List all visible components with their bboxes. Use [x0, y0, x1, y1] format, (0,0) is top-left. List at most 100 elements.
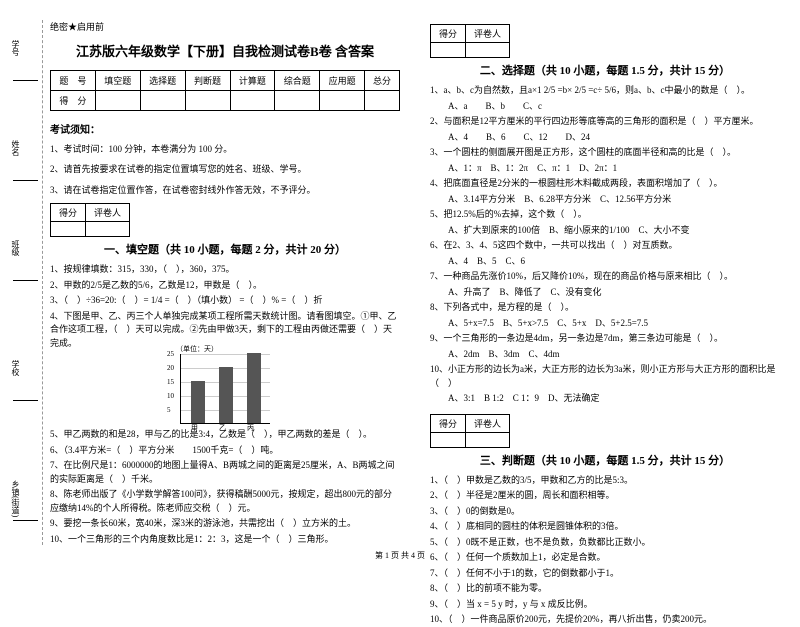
td[interactable] — [86, 222, 130, 237]
right-column: 得分评卷人 二、选择题（共 10 小题，每题 1.5 分，共计 15 分） 1、… — [430, 20, 780, 555]
question: A、4 B、5 C、6 — [430, 255, 780, 269]
question: 9、要挖一条长60米，宽40米，深3米的游泳池，共需挖出（ ）立方米的土。 — [50, 517, 400, 531]
question: A、扩大到原来的100倍 B、缩小原来的1/100 C、大小不变 — [430, 224, 780, 238]
th: 总分 — [365, 71, 400, 91]
th: 判断题 — [185, 71, 230, 91]
td[interactable] — [431, 43, 466, 58]
th: 得分 — [431, 25, 466, 43]
section-1-title: 一、填空题（共 10 小题，每题 2 分，共计 20 分） — [50, 241, 400, 257]
page-content: 绝密★启用前 江苏版六年级数学【下册】自我检测试卷B卷 含答案 题 号 填空题 … — [0, 0, 800, 565]
sidebar-label: 学号 — [10, 40, 21, 56]
td[interactable] — [365, 91, 400, 111]
td[interactable] — [140, 91, 185, 111]
question: 8、下列各式中，是方程的是（ ）。 — [430, 301, 780, 315]
question: 1、按规律填数：315，330，（ ），360，375。 — [50, 263, 400, 277]
question: 6、（3.4平方米=（ ）平方分米 1500千克=（ ）吨。 — [50, 444, 400, 458]
chart-xlabel: 乙 — [219, 423, 226, 433]
notice-title: 考试须知： — [50, 121, 400, 136]
question: A、3:1 B 1:2 C 1：9 D、无法确定 — [430, 392, 780, 406]
sidebar-line — [13, 400, 38, 401]
question: 5、（ ）0既不是正数，也不是负数，负数都比正数小。 — [430, 536, 780, 550]
section-2-title: 二、选择题（共 10 小题，每题 1.5 分，共计 15 分） — [430, 62, 780, 78]
td[interactable] — [466, 43, 510, 58]
secret-mark: 绝密★启用前 — [50, 20, 400, 33]
grader-table: 得分评卷人 — [430, 24, 510, 58]
th: 评卷人 — [466, 414, 510, 432]
question: 9、（ ）当 x = 5 y 时，y 与 x 成反比例。 — [430, 598, 780, 612]
binding-sidebar: 学号 姓名 班级 学校 乡镇(街道) — [8, 20, 43, 545]
question: A、升高了 B、降低了 C、没有变化 — [430, 286, 780, 300]
chart-xlabel: 甲 — [191, 423, 198, 433]
chart-bar — [219, 367, 233, 423]
question: 8、（ ）比的前项不能为零。 — [430, 582, 780, 596]
notice-item: 2、请首先按要求在试卷的指定位置填写您的姓名、班级、学号。 — [50, 162, 400, 176]
sidebar-line — [13, 180, 38, 181]
table-row: 得 分 — [51, 91, 400, 111]
td[interactable] — [431, 432, 466, 447]
sidebar-label: 乡镇(街道) — [10, 480, 21, 517]
question: 3、（ ）÷36=20:（ ）= 1/4 =（ ）（填小数） =（ ）% =（ … — [50, 294, 400, 308]
td[interactable] — [185, 91, 230, 111]
th: 填空题 — [95, 71, 140, 91]
question: 3、（ ）0的倒数是0。 — [430, 505, 780, 519]
notice-item: 3、请在试卷指定位置作答，在试卷密封线外作答无效，不予评分。 — [50, 183, 400, 197]
question: A、a B、b C、c — [430, 100, 780, 114]
question: 3、一个圆柱的侧面展开图是正方形，这个圆柱的底面半径和高的比是（ ）。 — [430, 146, 780, 160]
question: 8、陈老师出版了《小学数学解答100问》，获得稿酬5000元，按规定，超出800… — [50, 488, 400, 515]
th: 题 号 — [51, 71, 96, 91]
td[interactable] — [95, 91, 140, 111]
chart-ylabel: （单位：天） — [176, 344, 218, 354]
sidebar-line — [13, 280, 38, 281]
question: 10、（ ）一件商品原价200元，先提价20%，再八折出售，仍卖200元。 — [430, 613, 780, 627]
chart-bar — [247, 353, 261, 423]
chart-ytick: 5 — [167, 406, 171, 414]
td: 得 分 — [51, 91, 96, 111]
th: 评卷人 — [86, 204, 130, 222]
exam-title: 江苏版六年级数学【下册】自我检测试卷B卷 含答案 — [50, 41, 400, 60]
th: 得分 — [431, 414, 466, 432]
th: 选择题 — [140, 71, 185, 91]
sidebar-label: 学校 — [10, 360, 21, 376]
question: 1、a、b、c为自然数，且a×1 2/5 =b× 2/5 =c÷ 5/6，则a、… — [430, 84, 780, 98]
question: 1、（ ）甲数是乙数的3/5，甲数和乙方的比是5:3。 — [430, 474, 780, 488]
question: 7、在比例尺是1：6000000的地图上量得A、B两城之间的距离是25厘米，A、… — [50, 459, 400, 486]
question: 4、（ ）底相同的圆柱的体积是圆锥体积的3倍。 — [430, 520, 780, 534]
td[interactable] — [230, 91, 275, 111]
chart-xlabel: 丙 — [247, 423, 254, 433]
question: A、3.14平方分米 B、6.28平方分米 C、12.56平方分米 — [430, 193, 780, 207]
section-3-title: 三、判断题（共 10 小题，每题 1.5 分，共计 15 分） — [430, 452, 780, 468]
sidebar-line — [13, 520, 38, 521]
th: 评卷人 — [466, 25, 510, 43]
bar-chart: （单位：天） 510152025甲乙丙 — [180, 354, 270, 424]
question: A、4 B、6 C、12 D、24 — [430, 131, 780, 145]
question: 4、把底面直径是2分米的一根圆柱形木料截成两段，表面积增加了（ ）。 — [430, 177, 780, 191]
th: 综合题 — [275, 71, 320, 91]
td[interactable] — [320, 91, 365, 111]
question: 7、一种商品先涨价10%，后又降价10%，现在的商品价格与原来相比（ ）。 — [430, 270, 780, 284]
question: 2、（ ）半径是2厘米的圆，周长和面积相等。 — [430, 489, 780, 503]
question: A、2dm B、3dm C、4dm — [430, 348, 780, 362]
th: 得分 — [51, 204, 86, 222]
question: 2、与面积是12平方厘米的平行四边形等底等高的三角形的面积是（ ）平方厘米。 — [430, 115, 780, 129]
notice-item: 1、考试时间：100 分钟，本卷满分为 100 分。 — [50, 142, 400, 156]
question: A、5+x=7.5 B、5+x>7.5 C、5+x D、5+2.5=7.5 — [430, 317, 780, 331]
question: 2、甲数的2/5是乙数的5/6，乙数是12，甲数是（ ）。 — [50, 279, 400, 293]
td[interactable] — [275, 91, 320, 111]
score-table: 题 号 填空题 选择题 判断题 计算题 综合题 应用题 总分 得 分 — [50, 70, 400, 111]
td[interactable] — [466, 432, 510, 447]
table-row: 题 号 填空题 选择题 判断题 计算题 综合题 应用题 总分 — [51, 71, 400, 91]
chart-ytick: 10 — [167, 392, 174, 400]
sidebar-line — [13, 80, 38, 81]
question: 4、下图是甲、乙、丙三个人单独完成某项工程所需天数统计图。请看图填空。①甲、乙合… — [50, 310, 400, 351]
question: A、1：π B、1：2π C、π：1 D、2π：1 — [430, 162, 780, 176]
question: 5、把12.5%后的%去掉，这个数（ ）。 — [430, 208, 780, 222]
th: 计算题 — [230, 71, 275, 91]
question: 6、在2、3、4、5这四个数中，一共可以找出（ ）对互质数。 — [430, 239, 780, 253]
left-column: 绝密★启用前 江苏版六年级数学【下册】自我检测试卷B卷 含答案 题 号 填空题 … — [50, 20, 400, 555]
chart-ytick: 25 — [167, 350, 174, 358]
grader-table: 得分评卷人 — [430, 414, 510, 448]
chart-bar — [191, 381, 205, 423]
chart-ytick: 15 — [167, 378, 174, 386]
question: 9、一个三角形的一条边是4dm，另一条边是7dm，第三条边可能是（ ）。 — [430, 332, 780, 346]
td[interactable] — [51, 222, 86, 237]
